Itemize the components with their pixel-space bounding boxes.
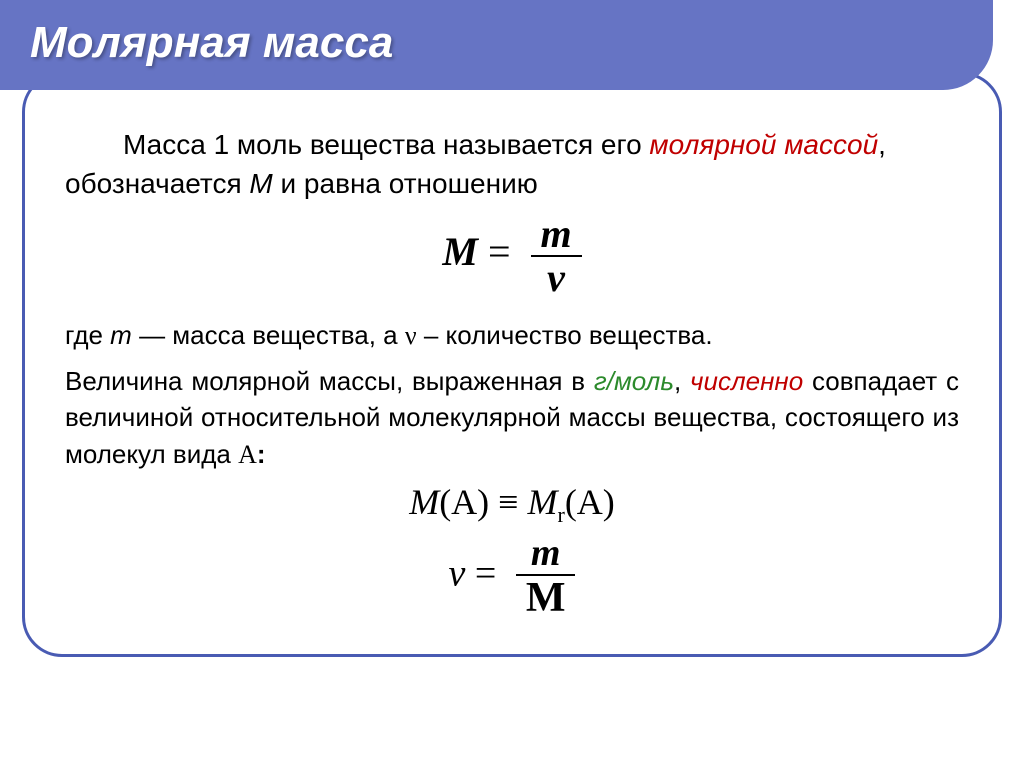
definition-line: где m — масса вещества, а ν – количество…: [65, 317, 959, 354]
def-nu: ν: [405, 321, 417, 350]
intro-symbol: M: [249, 168, 272, 199]
formula-molar-mass: M = m ν: [65, 213, 959, 299]
def-prefix: где: [65, 320, 110, 350]
body-p1a: Величина молярной массы, выраженная в: [65, 366, 594, 396]
formula1-fraction: m ν: [531, 213, 582, 299]
content-box: Масса 1 моль вещества называется его мол…: [22, 72, 1002, 657]
f2-rhs-A: (A): [565, 482, 615, 522]
f3-num: m: [516, 534, 576, 576]
slide-title: Молярная масса: [30, 18, 963, 68]
f2-equiv: ≡: [489, 482, 527, 522]
intro-prefix: Масса 1 моль вещества называется его: [123, 129, 649, 160]
body-unit: г/моль: [594, 366, 674, 396]
def-m-text: — масса вещества, а: [132, 320, 405, 350]
slide-header: Молярная масса: [0, 0, 993, 90]
intro-tail: и равна отношению: [273, 168, 538, 199]
formula1-num: m: [531, 213, 582, 257]
intro-term: молярной массой: [649, 129, 878, 160]
f2-lhs-A: (A): [439, 482, 489, 522]
body-p1c: совпадает с величиной относительной моле…: [65, 366, 959, 469]
def-nu-text: – количество вещества.: [417, 320, 713, 350]
def-m: m: [110, 320, 132, 350]
formula-nu: ν = m M: [65, 534, 959, 620]
intro-after: , обозначается: [65, 129, 886, 199]
body-A: A: [238, 440, 257, 469]
formula1-den: ν: [531, 257, 582, 299]
body-colon: :: [257, 439, 266, 469]
f3-eq: =: [475, 553, 506, 595]
body-p1b: ,: [674, 366, 690, 396]
body-paragraph: Величина молярной массы, выраженная в г/…: [65, 363, 959, 473]
intro-paragraph: Масса 1 моль вещества называется его мол…: [65, 125, 959, 203]
formula1-eq: =: [488, 230, 521, 275]
body-numer: численно: [690, 366, 803, 396]
formula1-lhs: M: [442, 230, 478, 275]
f3-fraction: m M: [516, 534, 576, 620]
f2-lhs-M: M: [409, 482, 439, 522]
formula-equivalence: M(A) ≡ Mr(A): [65, 481, 959, 528]
f2-rhs-sub: r: [557, 502, 564, 527]
f2-rhs-M: M: [527, 482, 557, 522]
f3-lhs: ν: [449, 553, 466, 595]
f3-den: M: [516, 576, 576, 620]
